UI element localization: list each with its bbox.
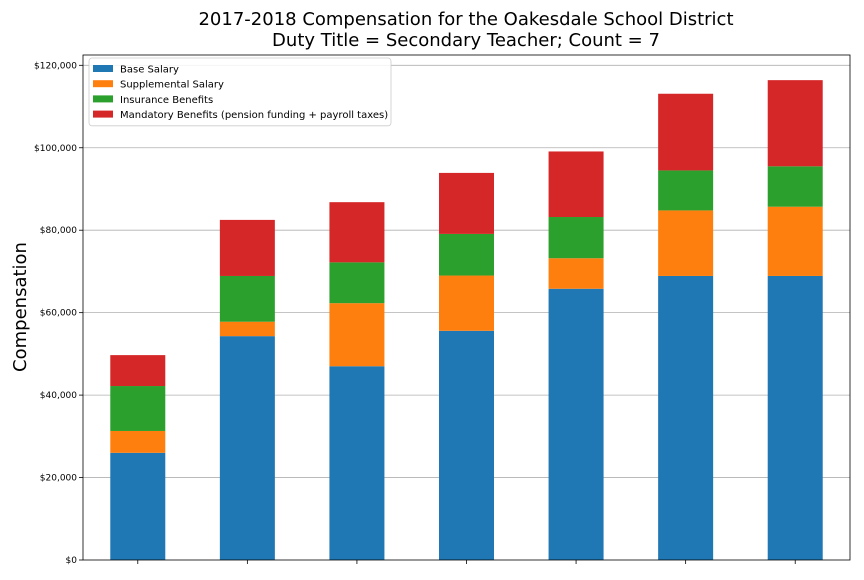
y-tick-label: $120,000 (34, 61, 77, 71)
bar-segment (110, 386, 166, 431)
bar-segment (219, 219, 275, 276)
bar-segment (658, 210, 714, 276)
legend-swatch (93, 65, 113, 72)
bar-segment (767, 275, 823, 560)
bar-segment (767, 166, 823, 207)
legend-swatch (93, 80, 113, 88)
bar-segment (548, 288, 604, 560)
bar-segment (658, 275, 714, 560)
bar-segment (219, 321, 275, 337)
bar-segment (658, 170, 714, 211)
bar-segment (548, 258, 604, 289)
y-tick-label: $20,000 (40, 474, 77, 484)
y-tick-label: $40,000 (40, 391, 77, 401)
legend-swatch (93, 110, 113, 118)
legend-label: Insurance Benefits (120, 95, 213, 106)
bar-segment (329, 262, 385, 304)
bar-segment (110, 355, 166, 387)
legend-label: Base Salary (120, 65, 179, 76)
bar-segment (548, 217, 604, 259)
bar-segment (110, 452, 166, 560)
chart-subtitle: Duty Title = Secondary Teacher; Count = … (272, 30, 660, 51)
bar-segment (439, 330, 494, 560)
y-tick-label: $60,000 (40, 309, 77, 319)
y-axis-label: Compensation (10, 242, 31, 372)
bar-segment (767, 80, 823, 167)
legend-box (88, 57, 392, 127)
bar-segment (548, 151, 604, 218)
bars (110, 80, 823, 560)
y-tick-label: $100,000 (34, 144, 77, 154)
bar-segment (439, 172, 494, 234)
legend: Base Salary Supplemental Salary Insurance … (88, 57, 392, 127)
bar-segment (439, 275, 494, 331)
y-tick-label: $80,000 (40, 226, 77, 236)
y-tick-label: $0 (66, 556, 78, 566)
bar-segment (329, 202, 385, 263)
plot-frame (82, 54, 851, 561)
legend-label: Mandatory Benefits (pension funding + pa… (120, 110, 388, 121)
legend-swatch (93, 95, 113, 103)
axes: $0 $20,000 $40,000 $60,000 $80,000 $100,000 $1… (34, 54, 851, 566)
bar-segment (110, 430, 166, 453)
chart-title: 2017-2018 Compensation for the Oakesdale… (198, 9, 733, 30)
bar-segment (329, 303, 385, 367)
bar-segment (219, 336, 275, 560)
bar-segment (767, 206, 823, 276)
bar-segment (439, 233, 494, 276)
legend-label: Supplemental Salary (120, 80, 224, 91)
bar-segment (219, 275, 275, 322)
bar-segment (658, 93, 714, 171)
bar-segment (329, 366, 385, 560)
